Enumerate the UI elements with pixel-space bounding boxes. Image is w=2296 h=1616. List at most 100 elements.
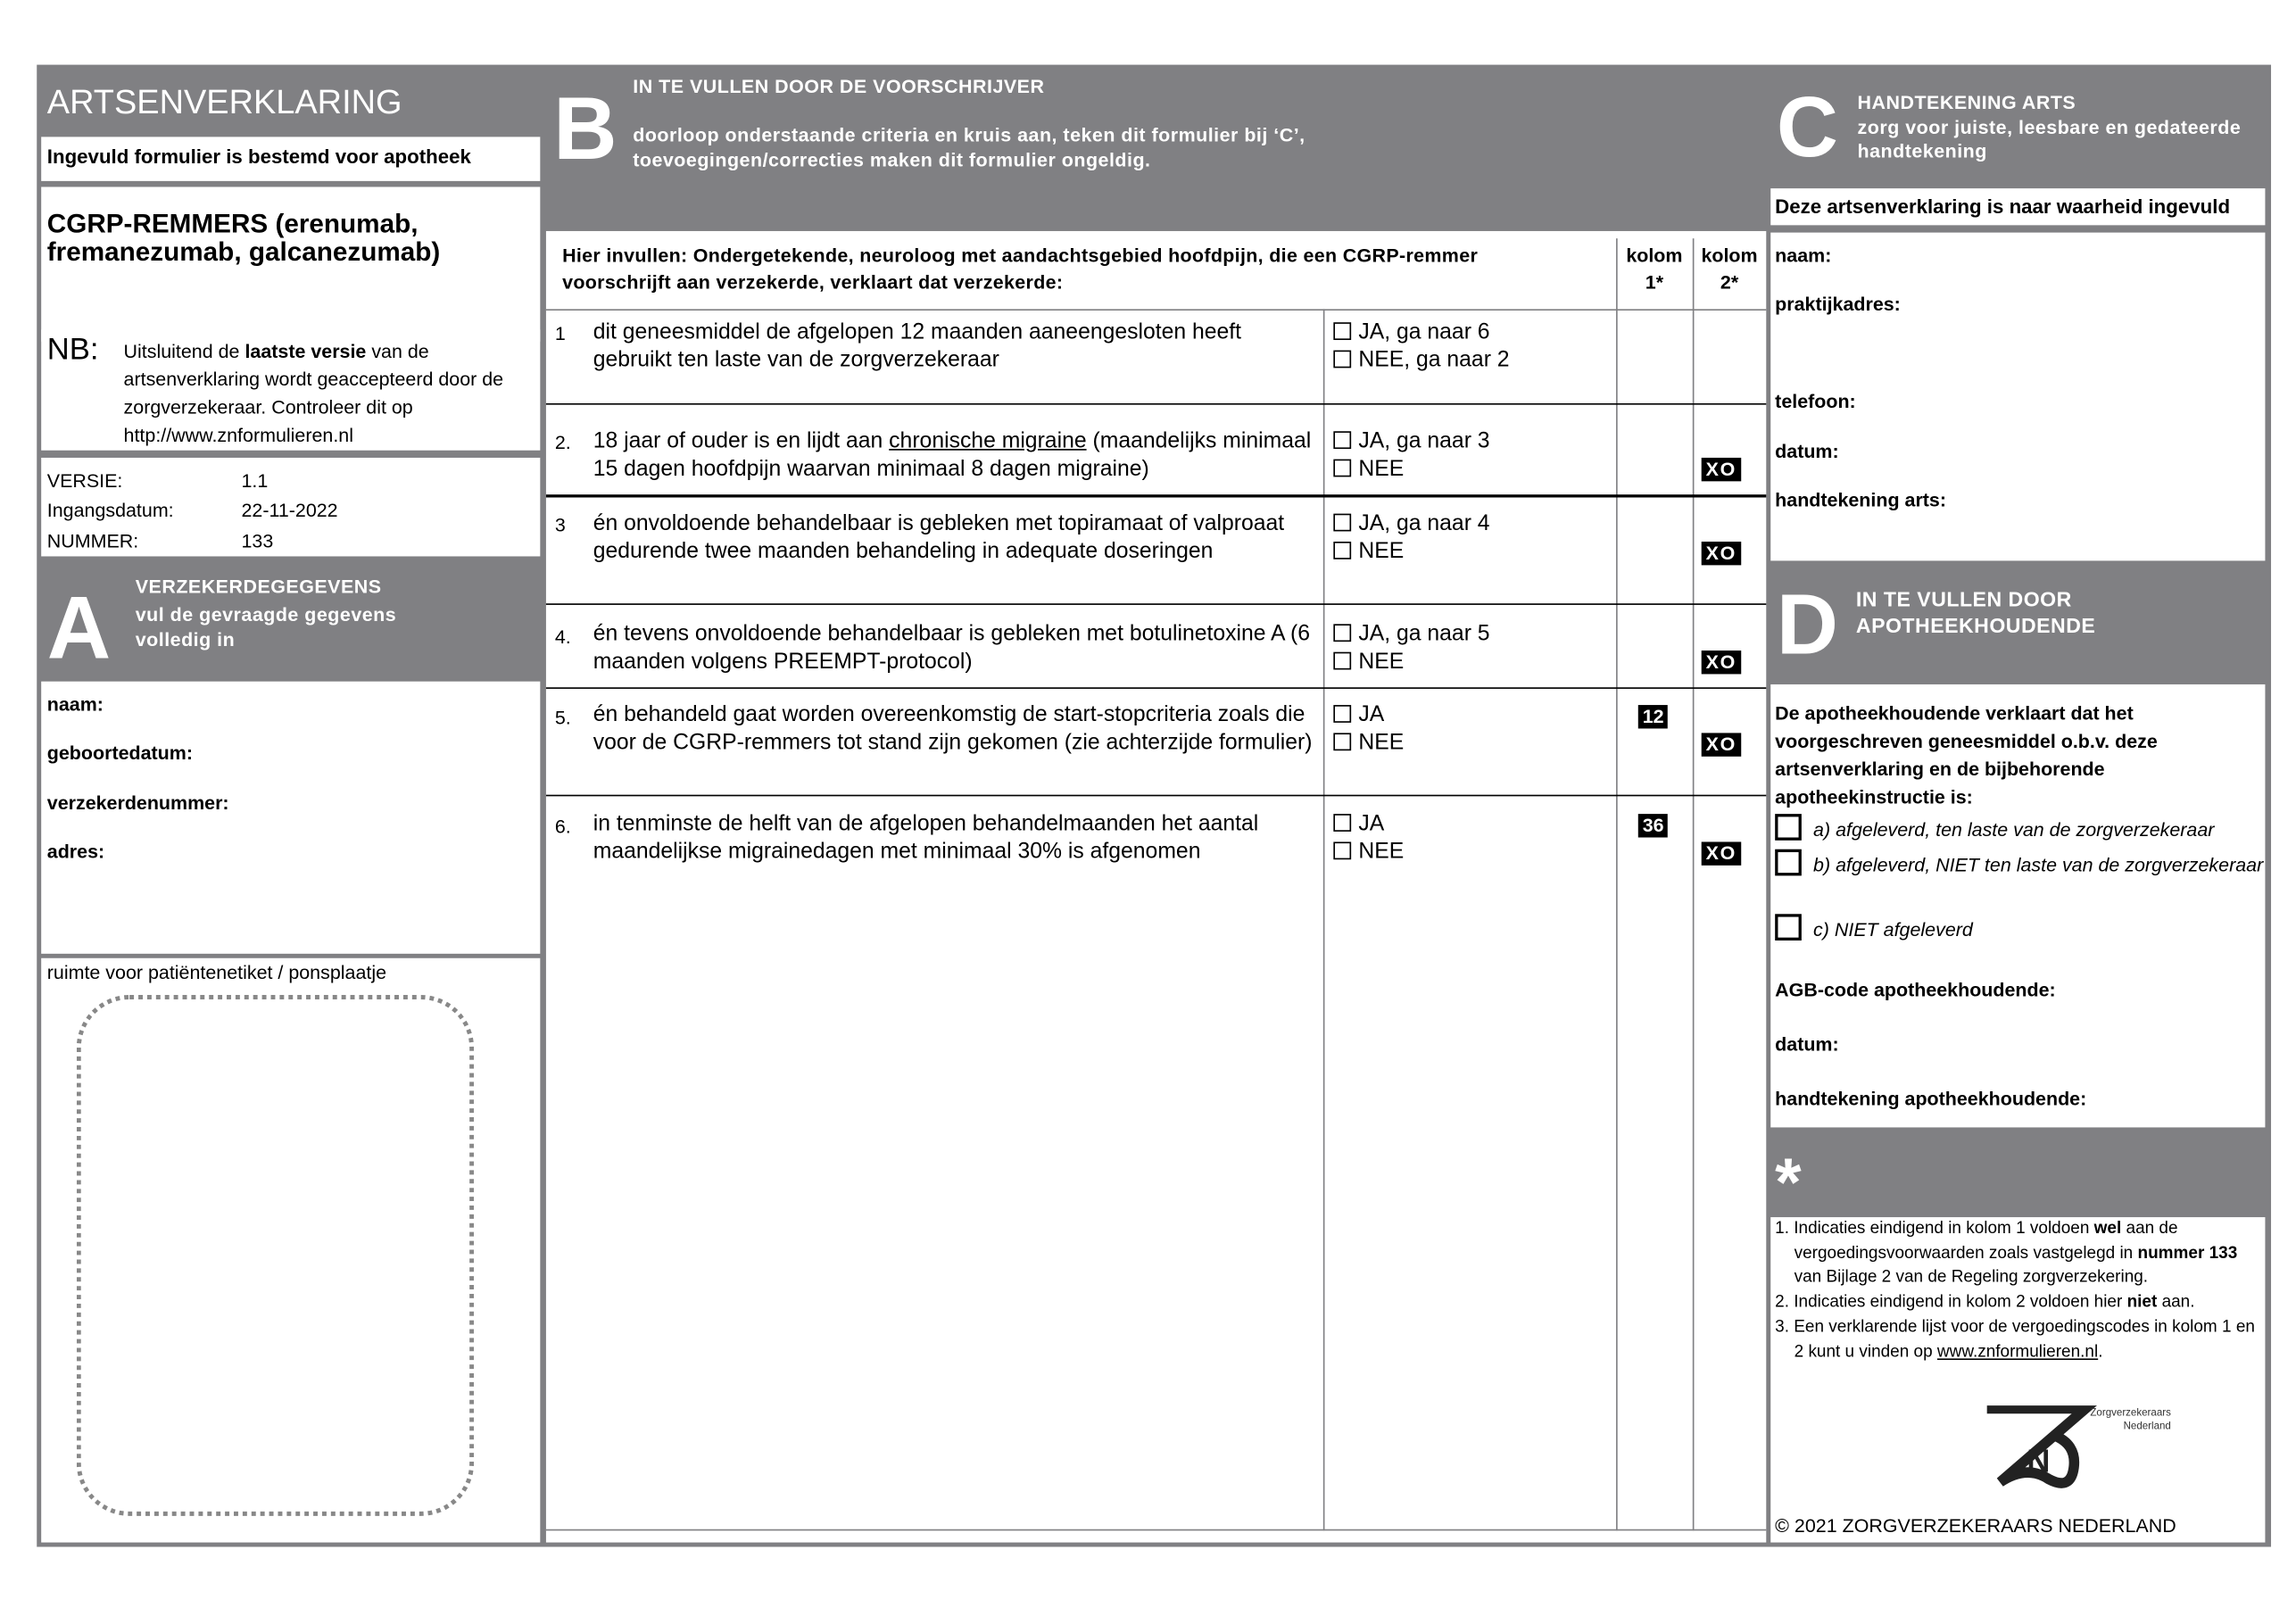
criteria-row: 6. in tenminste de helft van de afgelope… (545, 794, 1767, 1531)
version-value: 1.1 (241, 469, 269, 492)
label-placeholder[interactable] (76, 994, 475, 1516)
checkbox-icon[interactable] (1333, 814, 1352, 832)
option-label: NEE (1358, 455, 1405, 481)
doctor-signature-field[interactable]: handtekening arts: (1775, 488, 1946, 511)
truth-statement: Deze artsenverklaring is naar waarheid i… (1770, 188, 2266, 226)
footnotes-box: 1. Indicaties eindigend in kolom 1 voldo… (1770, 1217, 2266, 1543)
option-ja[interactable]: JA, ga naar 3 (1333, 428, 1490, 456)
checkbox-icon[interactable] (1333, 458, 1352, 477)
dispense-option-b[interactable]: b) afgeleverd, NIET ten laste van de zor… (1775, 849, 2278, 881)
section-c-title: HANDTEKENING ARTS (1857, 91, 2076, 114)
number-label: NUMMER: (46, 529, 139, 552)
option-label: a) afgeleverd, ten laste van de zorgverz… (1813, 818, 2215, 841)
option-ja[interactable]: JA, ga naar 5 (1333, 621, 1490, 649)
nb-label: NB: (46, 332, 99, 367)
row-options: JA, ga naar 3 NEE (1333, 428, 1490, 483)
checkbox-icon[interactable] (1333, 841, 1352, 859)
medicine-line-1: CGRP-REMMERS (erenumab, (46, 209, 419, 239)
divider (1616, 238, 1618, 1531)
row-number: 5. (554, 706, 571, 729)
dispense-option-c[interactable]: c) NIET afgeleverd (1775, 914, 1973, 945)
zn-logo: N Zorgverzekeraars Nederland (1983, 1405, 2189, 1537)
checkbox-icon[interactable] (1333, 431, 1352, 450)
option-ja[interactable]: JA (1333, 811, 1404, 839)
pharmacy-signature-field[interactable]: handtekening apotheekhoudende: (1775, 1087, 2087, 1110)
agb-code-field[interactable]: AGB-code apotheekhoudende: (1775, 978, 2056, 1001)
row-text: én tevens onvoldoende behandelbaar is ge… (593, 621, 1311, 674)
checkbox-icon[interactable] (1775, 814, 1802, 841)
option-nee[interactable]: NEE, ga naar 2 (1333, 346, 1510, 374)
section-d-letter: D (1776, 576, 1838, 673)
version-label: VERSIE: (46, 469, 123, 492)
section-a-letter: A (46, 578, 112, 677)
version-box: VERSIE: 1.1 Ingangsdatum: 22-11-2022 NUM… (41, 457, 541, 557)
date-value: 22-11-2022 (241, 499, 338, 521)
nb-text-pre: Uitsluitend de (123, 340, 245, 362)
section-b-letter: B (553, 79, 618, 178)
row-options: JA, ga naar 4 NEE (1333, 510, 1490, 566)
checkbox-icon[interactable] (1333, 541, 1352, 559)
checkbox-icon[interactable] (1775, 914, 1802, 941)
checkbox-icon[interactable] (1333, 624, 1352, 642)
patient-address-field[interactable]: adres: (46, 840, 105, 863)
nb-text-post: van de artsenverklaring wordt geacceptee… (123, 340, 504, 446)
nb-box: NB: Uitsluitend de laatste versie van de… (41, 329, 541, 451)
row-options: JA, ga naar 6 NEE, ga naar 2 (1333, 319, 1510, 374)
checkbox-icon[interactable] (1775, 849, 1802, 876)
option-nee[interactable]: NEE (1333, 649, 1489, 676)
patient-name-field[interactable]: naam: (46, 692, 104, 716)
checkbox-icon[interactable] (1333, 322, 1352, 341)
nb-text: Uitsluitend de laatste versie van de art… (124, 337, 536, 449)
option-nee[interactable]: NEE (1333, 455, 1489, 483)
zn-logo-icon: N (1986, 1405, 2097, 1488)
svg-text:N: N (2027, 1442, 2050, 1479)
label-area-caption: ruimte voor patiëntenetiket / ponsplaatj… (46, 961, 387, 983)
row-options: JA, ga naar 5 NEE (1333, 621, 1490, 676)
section-b-sub1: doorloop onderstaande criteria en kruis … (633, 123, 1305, 146)
nb-text-bold: laatste versie (245, 340, 367, 362)
option-ja[interactable]: JA, ga naar 4 (1333, 510, 1490, 538)
checkbox-icon[interactable] (1333, 732, 1352, 750)
footnote-1: 1. Indicaties eindigend in kolom 1 voldo… (1775, 1220, 2238, 1287)
option-ja[interactable]: JA (1333, 702, 1404, 730)
medicine-line-2: fremanezumab, galcanezumab) (46, 236, 441, 267)
dispense-option-a[interactable]: a) afgeleverd, ten laste van de zorgverz… (1775, 814, 2214, 845)
row-options: JA NEE (1333, 811, 1404, 866)
kolom-2-badge: XO (1701, 651, 1741, 675)
kolom-2-header: kolom 2* (1701, 244, 1758, 294)
section-a-subtitle: vul de gevraagde gegevens volledig in (135, 603, 397, 651)
row-number: 4. (554, 625, 571, 648)
doctor-name-field[interactable]: naam: (1775, 244, 1832, 267)
pharmacy-date-field[interactable]: datum: (1775, 1032, 1839, 1056)
doctor-date-field[interactable]: datum: (1775, 440, 1839, 462)
kolom-2-badge: XO (1701, 457, 1741, 482)
checkbox-icon[interactable] (1333, 705, 1352, 723)
patient-birthdate-field[interactable]: geboortedatum: (46, 742, 193, 765)
patient-fields: naam: geboortedatum: verzekerdenummer: a… (41, 681, 541, 954)
patient-insurance-number-field[interactable]: verzekerdenummer: (46, 791, 229, 815)
phone-field[interactable]: telefoon: (1775, 390, 1856, 412)
row-text: 18 jaar of ouder is en lijdt aan chronis… (593, 428, 1314, 483)
date-label: Ingangsdatum: (46, 499, 174, 521)
pharmacy-box: De apotheekhoudende verklaart dat het vo… (1770, 684, 2266, 1128)
section-d-title-2: APOTHEEKHOUDENDE (1855, 613, 2096, 638)
option-label: NEE, ga naar 2 (1358, 346, 1510, 372)
medicine-title: CGRP-REMMERS (erenumab, fremanezumab, ga… (41, 186, 541, 342)
logo-text-1: Zorgverzekeraars (2090, 1408, 2171, 1420)
row-text: in tenminste de helft van de afgelopen b… (593, 810, 1259, 864)
practice-address-field[interactable]: praktijkadres: (1775, 293, 1901, 315)
checkbox-icon[interactable] (1333, 513, 1352, 532)
divider (1692, 238, 1695, 1531)
option-label: NEE (1358, 838, 1405, 864)
option-label: NEE (1358, 537, 1405, 563)
destined-note: Ingevuld formulier is bestemd voor apoth… (41, 137, 541, 181)
asterisk-icon: * (1775, 1143, 1802, 1221)
option-ja[interactable]: JA, ga naar 6 (1333, 319, 1509, 347)
criteria-row: 2. 18 jaar of ouder is en lijdt aan chro… (545, 402, 1767, 496)
checkbox-icon[interactable] (1333, 349, 1352, 368)
option-nee[interactable]: NEE (1333, 729, 1404, 757)
znformulieren-link[interactable]: www.znformulieren.nl (1936, 1343, 2099, 1361)
option-nee[interactable]: NEE (1333, 538, 1489, 566)
option-nee[interactable]: NEE (1333, 838, 1404, 866)
checkbox-icon[interactable] (1333, 651, 1352, 669)
